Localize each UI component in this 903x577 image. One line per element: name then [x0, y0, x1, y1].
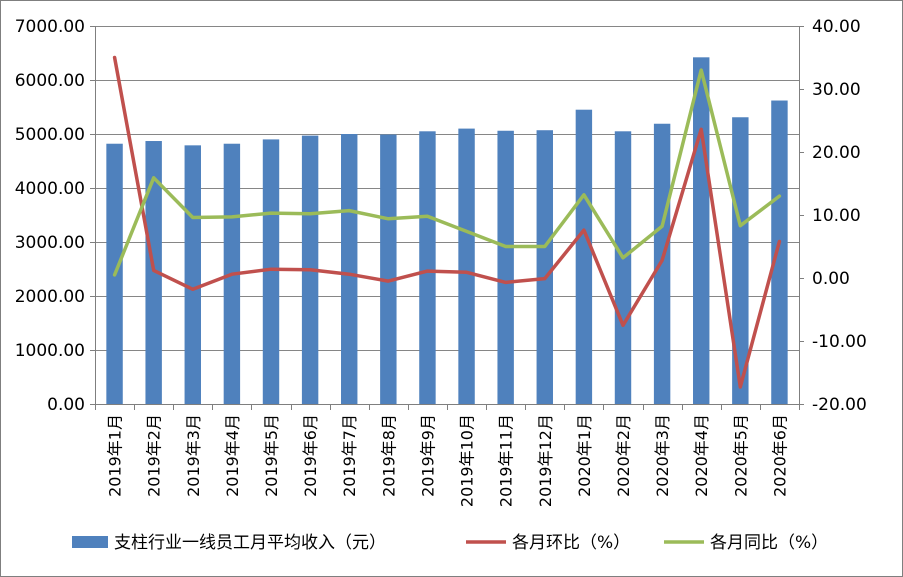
right-tick-label: 20.00 [812, 143, 861, 163]
left-tick-label: 0.00 [47, 395, 85, 415]
category-label: 2019年12月 [536, 414, 555, 507]
category-label: 2019年11月 [497, 414, 516, 507]
left-tick-label: 2000.00 [15, 287, 85, 307]
legend-label: 支柱行业一线员工月平均收入（元） [114, 533, 386, 553]
bar-11 [497, 130, 514, 404]
left-tick-label: 3000.00 [15, 233, 85, 253]
category-label: 2020年3月 [653, 414, 672, 497]
category-label: 2019年7月 [340, 414, 359, 497]
right-tick-label: 0.00 [812, 269, 850, 289]
right-axis-ticks: -20.00 -10.00 0.00 10.00 20.00 30.00 40.00 [812, 17, 867, 415]
bar-2 [145, 141, 162, 404]
left-tick-label: 5000.00 [15, 125, 85, 145]
bar-14 [614, 131, 632, 405]
bar-9 [419, 131, 436, 405]
category-label: 2019年10月 [458, 414, 477, 507]
line-series-1 [112, 55, 782, 389]
left-tick-label: 7000.00 [15, 17, 85, 37]
bar-18 [771, 100, 788, 405]
bar-7 [341, 134, 358, 404]
category-label: 2019年9月 [418, 414, 437, 497]
line-series-2 [112, 68, 782, 277]
line-series [112, 55, 782, 389]
right-tick-label: 10.00 [812, 206, 861, 226]
legend-label: 各月环比（%） [512, 533, 630, 553]
category-labels: 2019年1月 2019年2月 2019年3月 2019年4月 2019年5月 2019年… [106, 414, 790, 507]
left-tick-label: 4000.00 [15, 179, 85, 199]
category-label: 2020年4月 [692, 414, 711, 497]
bar-16 [693, 57, 710, 404]
category-label: 2019年2月 [145, 414, 164, 497]
bar-17 [732, 117, 749, 404]
category-label: 2020年6月 [770, 414, 789, 497]
legend-swatch-bar [72, 536, 108, 548]
right-tick-label: -20.00 [812, 395, 867, 415]
bar-13 [575, 109, 593, 404]
category-label: 2019年3月 [184, 414, 203, 497]
category-label: 2019年6月 [301, 414, 320, 497]
bar-12 [536, 130, 553, 404]
left-tick-label: 6000.00 [15, 71, 85, 91]
right-tick-label: -10.00 [812, 332, 867, 352]
right-tick-label: 30.00 [812, 80, 861, 100]
bar-8 [380, 134, 397, 405]
gridlines [95, 26, 799, 351]
legend-label: 各月同比（%） [710, 533, 828, 553]
category-label: 2019年4月 [223, 414, 242, 497]
axes [90, 26, 804, 410]
bar-5 [262, 139, 280, 404]
right-tick-label: 40.00 [812, 17, 861, 37]
bar-15 [653, 123, 671, 405]
category-label: 2019年1月 [106, 414, 125, 497]
category-label: 2020年5月 [731, 414, 750, 497]
bar-3 [184, 145, 201, 404]
bar-series [106, 57, 788, 405]
category-label: 2020年2月 [614, 414, 633, 497]
left-axis-ticks: 0.00 1000.00 2000.00 3000.00 4000.00 5000.00 6… [15, 17, 85, 415]
legend: 支柱行业一线员工月平均收入（元） 各月环比（%） 各月同比（%） [72, 533, 828, 553]
category-label: 2019年5月 [262, 414, 281, 497]
category-label: 2020年1月 [575, 414, 594, 497]
category-label: 2019年8月 [379, 414, 398, 497]
left-tick-label: 1000.00 [15, 341, 85, 361]
bar-10 [458, 128, 475, 404]
